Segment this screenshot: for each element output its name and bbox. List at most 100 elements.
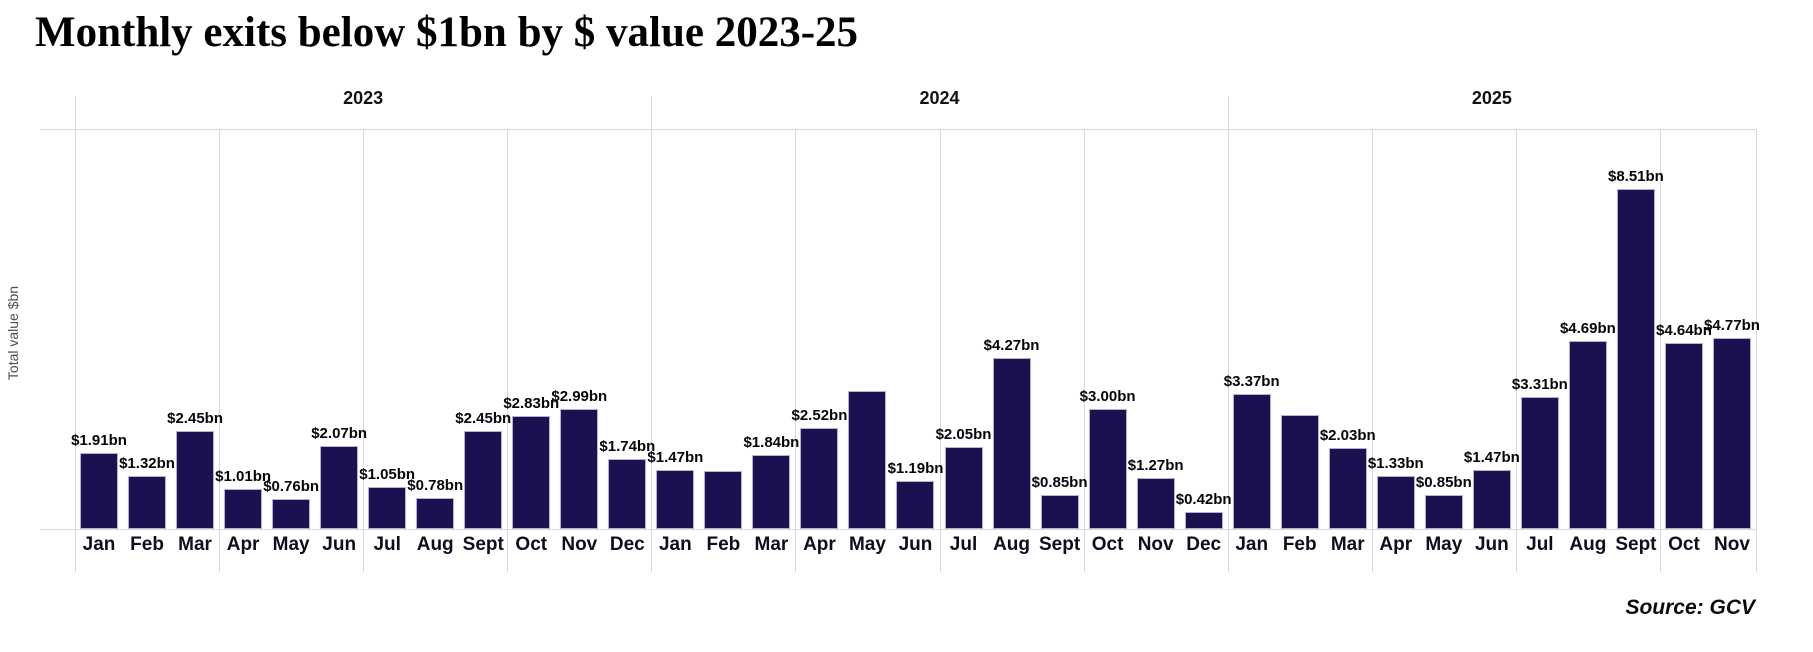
month-label-2023-Mar: Mar (178, 534, 212, 555)
bar-2023-Sept (464, 431, 503, 529)
bar-2023-Nov (560, 409, 599, 529)
bar-2025-Jun (1472, 470, 1511, 529)
month-label-2025-Mar: Mar (1330, 534, 1365, 555)
month-label-2024-Aug: Aug (993, 534, 1031, 555)
value-label-2023-Feb: $1.32bn (119, 455, 175, 472)
chart-title: Monthly exits below $1bn by $ value 2023… (35, 9, 859, 56)
month-label-2023-Sept: Sept (462, 534, 504, 555)
month-label-2025-Oct: Oct (1668, 534, 1700, 555)
month-label-2025-Jul: Jul (1526, 534, 1554, 555)
month-label-2023-Oct: Oct (515, 534, 548, 555)
month-label-2025-Aug: Aug (1569, 534, 1607, 555)
month-label-2025-Apr: Apr (1379, 534, 1413, 555)
month-label-2023-Jan: Jan (82, 534, 116, 555)
bar-2025-Aug (1568, 341, 1607, 529)
bar-2024-Sept (1040, 495, 1079, 529)
month-label-2024-Jul: Jul (949, 534, 978, 555)
quarter-separator-line (363, 129, 365, 572)
value-label-2024-Nov: $1.27bn (1127, 457, 1184, 474)
year-label-2024: 2024 (919, 88, 960, 108)
value-label-2023-Dec: $1.74bn (599, 438, 656, 455)
value-label-2023-Jul: $1.05bn (359, 466, 416, 483)
bar-2024-Jul (944, 447, 983, 529)
bar-2023-Jan (80, 453, 118, 529)
value-label-2023-Jan: $1.91bn (71, 432, 127, 449)
bar-2025-May (1424, 495, 1463, 529)
bar-2025-Nov (1712, 338, 1751, 529)
month-label-2024-May: May (848, 534, 886, 555)
quarter-separator-line (795, 129, 797, 572)
year-label-2025: 2025 (1471, 88, 1512, 108)
month-label-2023-Dec: Dec (609, 534, 645, 555)
month-label-2025-Sept: Sept (1615, 534, 1657, 555)
bar-2025-Mar (1328, 448, 1367, 529)
month-label-2023-May: May (272, 534, 310, 555)
value-label-2025-Jul: $3.31bn (1511, 376, 1568, 393)
value-label-2024-Jul: $2.05bn (935, 426, 992, 443)
bar-2024-Jun (896, 481, 935, 529)
value-label-2025-Nov: $4.77bn (1704, 317, 1760, 334)
bar-2024-Jan (656, 470, 695, 529)
bar-2025-Oct (1664, 343, 1703, 529)
bar-2023-Aug (416, 498, 455, 529)
bar-2024-Oct (1088, 409, 1127, 529)
quarter-separator-line (1756, 129, 1757, 572)
quarter-separator-line (939, 129, 941, 572)
bar-2025-Apr (1376, 476, 1415, 529)
value-label-2025-Jun: $1.47bn (1463, 449, 1520, 466)
value-label-2023-Apr: $1.01bn (215, 468, 272, 485)
value-label-2023-Sept: $2.45bn (455, 410, 512, 427)
x-axis-baseline (40, 529, 1756, 530)
month-label-2024-Apr: Apr (803, 534, 836, 555)
month-label-2024-Nov: Nov (1137, 534, 1174, 555)
value-label-2025-Jan: $3.37bn (1223, 373, 1280, 390)
value-label-2023-Oct: $2.83bn (503, 395, 560, 412)
value-label-2023-Aug: $0.78bn (407, 477, 464, 494)
bar-2024-Apr (800, 428, 839, 529)
bar-2024-May (848, 391, 887, 529)
bar-2024-Nov (1136, 478, 1175, 529)
value-label-2024-Sept: $0.85bn (1031, 474, 1088, 491)
value-label-2024-Mar: $1.84bn (743, 434, 800, 451)
month-label-2024-Sept: Sept (1038, 534, 1081, 555)
value-label-2023-Mar: $2.45bn (167, 410, 223, 427)
value-label-2025-Aug: $4.69bn (1559, 320, 1616, 337)
bar-2025-Jan (1232, 394, 1271, 529)
bar-2023-Feb (128, 476, 167, 529)
quarter-separator-line (1371, 129, 1373, 572)
bar-2024-Dec (1184, 512, 1223, 529)
quarter-separator-line (1515, 129, 1517, 572)
value-label-2024-Dec: $0.42bn (1175, 491, 1232, 508)
value-label-2024-Jan: $1.47bn (647, 449, 704, 466)
value-label-2023-Nov: $2.99bn (551, 388, 608, 405)
bar-2024-Mar (752, 455, 791, 529)
month-label-2023-Jul: Jul (373, 534, 401, 555)
value-label-2024-Apr: $2.52bn (791, 407, 848, 424)
month-label-2023-Feb: Feb (130, 534, 164, 555)
quarter-separator-line (1083, 129, 1085, 572)
month-label-2024-Mar: Mar (754, 534, 789, 555)
value-label-2025-Oct: $4.64bn (1656, 322, 1712, 339)
value-label-2025-May: $0.85bn (1415, 474, 1472, 491)
month-label-2024-Oct: Oct (1091, 534, 1124, 555)
quarter-separator-line (1659, 129, 1661, 572)
y-axis-label: Total value $bn (5, 285, 21, 381)
value-label-2023-Jun: $2.07bn (311, 425, 368, 442)
month-label-2024-Dec: Dec (1186, 534, 1222, 555)
month-label-2023-Nov: Nov (561, 534, 598, 555)
year-header-line (40, 129, 1756, 130)
bar-2025-Sept (1616, 189, 1655, 529)
value-label-2024-Jun: $1.19bn (887, 460, 944, 477)
bar-2023-May (272, 499, 311, 529)
quarter-separator-line (507, 129, 509, 572)
source-note: Source: GCV (1625, 596, 1755, 619)
year-label-2023: 2023 (343, 88, 384, 108)
month-label-2024-Jun: Jun (898, 534, 933, 555)
bar-2025-Jul (1520, 397, 1559, 529)
month-label-2025-May: May (1425, 534, 1463, 555)
value-label-2024-Oct: $3.00bn (1079, 388, 1136, 405)
value-label-2023-May: $0.76bn (263, 478, 320, 495)
month-label-2025-Nov: Nov (1714, 534, 1750, 555)
bar-2024-Aug (992, 358, 1031, 529)
